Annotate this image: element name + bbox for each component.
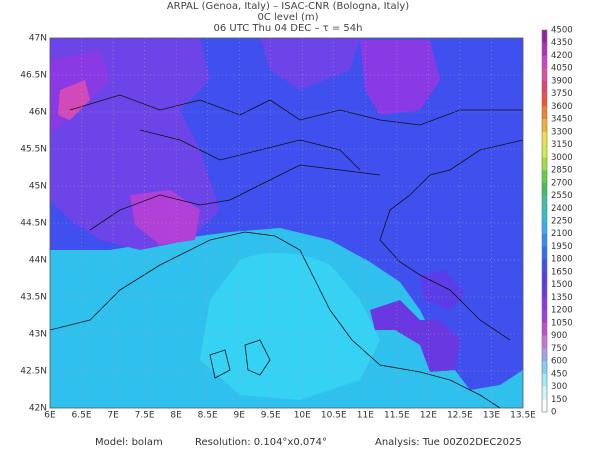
header-line: 0C level (m) bbox=[257, 12, 318, 23]
colorbar-label: 1650 bbox=[551, 267, 573, 277]
footer-analysis: Analysis: Tue 00Z02DEC2025 bbox=[375, 437, 522, 448]
colorbar-label: 2250 bbox=[551, 217, 573, 227]
lon-label: 13E bbox=[483, 411, 500, 421]
colorbar-label: 900 bbox=[551, 331, 567, 341]
lon-label: 6.5E bbox=[72, 411, 92, 421]
lon-label: 10.5E bbox=[321, 411, 347, 421]
lon-label: 12.5E bbox=[447, 411, 473, 421]
lon-label: 11E bbox=[357, 411, 374, 421]
lat-label: 45N bbox=[29, 182, 47, 192]
lon-label: 9.5E bbox=[261, 411, 281, 421]
colorbar-label: 3300 bbox=[551, 127, 573, 137]
lat-label: 42.5N bbox=[20, 367, 47, 377]
colorbar-label: 450 bbox=[551, 369, 567, 379]
colorbar-segment bbox=[542, 221, 547, 235]
colorbar-label: 1050 bbox=[551, 318, 573, 328]
colorbar-label: 3450 bbox=[551, 115, 573, 125]
colorbar-segment bbox=[542, 259, 547, 273]
footer-model: Model: bolam bbox=[95, 437, 163, 448]
colorbar-segment bbox=[542, 131, 547, 145]
colorbar-label: 4200 bbox=[551, 51, 573, 61]
colorbar-label: 600 bbox=[551, 357, 567, 367]
colorbar-segment bbox=[542, 246, 547, 260]
colorbar-segment bbox=[542, 361, 547, 375]
colorbar-label: 2400 bbox=[551, 204, 573, 214]
lat-label: 44.5N bbox=[20, 219, 47, 229]
colorbar-segment bbox=[542, 271, 547, 285]
header-line: ARPAL (Genoa, Italy) – ISAC-CNR (Bologna… bbox=[167, 1, 409, 12]
lon-label: 8E bbox=[170, 411, 182, 421]
colorbar-segment bbox=[542, 106, 547, 120]
colorbar-label: 3900 bbox=[551, 76, 573, 86]
colorbar-label: 4350 bbox=[551, 38, 573, 48]
colorbar-segment bbox=[542, 170, 547, 184]
colorbar-segment bbox=[542, 386, 547, 400]
colorbar-segment bbox=[542, 195, 547, 209]
lon-label: 8.5E bbox=[198, 411, 218, 421]
colorbar-segment bbox=[542, 297, 547, 311]
header-line: 06 UTC Thu 04 DEC – τ = 54h bbox=[214, 23, 363, 34]
colorbar-segment bbox=[542, 55, 547, 69]
lat-label: 43.5N bbox=[20, 293, 47, 303]
colorbar-label: 750 bbox=[551, 344, 567, 354]
colorbar-segment bbox=[542, 68, 547, 82]
colorbar-label: 4050 bbox=[551, 64, 573, 74]
lat-label: 44N bbox=[29, 256, 47, 266]
lon-label: 7.5E bbox=[135, 411, 155, 421]
colorbar-label: 3750 bbox=[551, 89, 573, 99]
lat-label: 46.5N bbox=[20, 71, 47, 81]
lon-label: 6E bbox=[44, 411, 56, 421]
colorbar-segment bbox=[542, 310, 547, 324]
colorbar-label: 2850 bbox=[551, 166, 573, 176]
colorbar-segment bbox=[542, 42, 547, 56]
colorbar-segment bbox=[542, 157, 547, 171]
colorbar-label: 4500 bbox=[551, 26, 573, 36]
lon-label: 11.5E bbox=[384, 411, 410, 421]
colorbar-segment bbox=[542, 30, 547, 44]
colorbar-segment bbox=[542, 373, 547, 387]
colorbar-segment bbox=[542, 284, 547, 298]
colorbar-segment bbox=[542, 233, 547, 247]
lon-label: 9E bbox=[233, 411, 245, 421]
colorbar-label: 2700 bbox=[551, 178, 573, 188]
colorbar-segment bbox=[542, 144, 547, 158]
colorbar-label: 1500 bbox=[551, 280, 573, 290]
lon-label: 7E bbox=[107, 411, 119, 421]
colorbar-segment bbox=[542, 322, 547, 336]
colorbar-segment bbox=[542, 348, 547, 362]
footer-resolution: Resolution: 0.104°x0.074° bbox=[195, 437, 327, 448]
colorbar-label: 3000 bbox=[551, 153, 573, 163]
lat-label: 42N bbox=[29, 404, 47, 414]
colorbar-label: 2550 bbox=[551, 191, 573, 201]
lat-label: 43N bbox=[29, 330, 47, 340]
lon-label: 10E bbox=[294, 411, 311, 421]
lat-label: 46N bbox=[29, 108, 47, 118]
colorbar-label: 3600 bbox=[551, 102, 573, 112]
colorbar-label: 0 bbox=[551, 408, 556, 418]
lat-label: 45.5N bbox=[20, 145, 47, 155]
colorbar-label: 1350 bbox=[551, 293, 573, 303]
colorbar-segment bbox=[542, 208, 547, 222]
colorbar-label: 1800 bbox=[551, 255, 573, 265]
colorbar-label: 1950 bbox=[551, 242, 573, 252]
colorbar-frame bbox=[541, 29, 548, 413]
colorbar-segment bbox=[542, 182, 547, 196]
colorbar-segment bbox=[542, 335, 547, 349]
colorbar-segment bbox=[542, 119, 547, 133]
colorbar-segment bbox=[542, 93, 547, 107]
colorbar-segment bbox=[542, 80, 547, 94]
lat-label: 47N bbox=[29, 34, 47, 44]
colorbar-label: 2100 bbox=[551, 229, 573, 239]
colorbar-segment bbox=[542, 399, 547, 413]
lon-label: 12E bbox=[420, 411, 437, 421]
map bbox=[50, 38, 523, 408]
colorbar-label: 300 bbox=[551, 382, 567, 392]
colorbar-label: 150 bbox=[551, 395, 567, 405]
colorbar-label: 1200 bbox=[551, 306, 573, 316]
colorbar-label: 3150 bbox=[551, 140, 573, 150]
lon-label: 13.5E bbox=[510, 411, 536, 421]
